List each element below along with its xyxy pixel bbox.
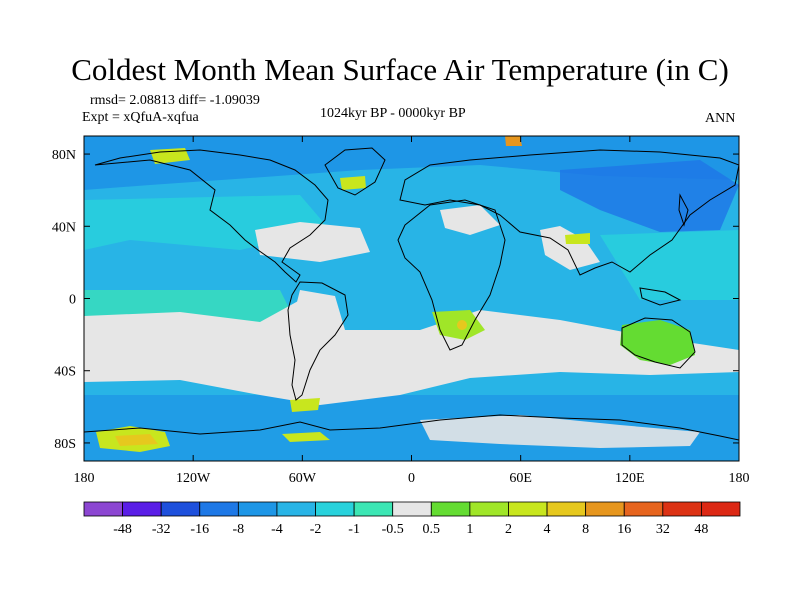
rmsd-diff-label: rmsd= 2.08813 diff= -1.09039 xyxy=(90,93,260,108)
colorbar-swatch xyxy=(508,501,548,517)
temperature-field xyxy=(84,136,739,461)
lon-axis: 180 120W 60W 0 60E 120E 180 xyxy=(74,136,750,486)
lat-tick-label: 0 xyxy=(69,293,76,308)
colorbar-swatch xyxy=(701,501,741,517)
colorbar: -48 -32 -16 -8 -4 -2 -1 -0.5 0.5 1 2 4 8 16 32 48 xyxy=(83,501,741,537)
coast-greenland xyxy=(324,147,386,196)
colorbar-swatch xyxy=(353,501,394,517)
field-arctic-hot xyxy=(505,136,522,146)
colorbar-swatch xyxy=(469,501,509,517)
map-title: Coldest Month Mean Surface Air Temperatu… xyxy=(71,52,729,87)
lat-tick-label: 40S xyxy=(54,365,76,380)
lat-tick-label: 80N xyxy=(52,148,76,163)
colorbar-swatch xyxy=(430,501,471,517)
colorbar-swatch xyxy=(585,501,625,517)
field-tibet-warm xyxy=(565,233,590,244)
lat-tick-label: 40N xyxy=(52,220,76,235)
colorbar-swatch xyxy=(623,501,664,517)
lon-tick-label: 180 xyxy=(74,471,95,486)
colorbar-label: 48 xyxy=(694,522,708,537)
colorbar-label: -4 xyxy=(271,522,283,537)
coast-antarctica xyxy=(84,414,739,441)
colorbar-swatch xyxy=(315,501,355,517)
season-label: ANN xyxy=(705,111,736,126)
colorbar-swatch xyxy=(160,501,201,517)
colorbar-swatch xyxy=(276,501,316,517)
lon-tick-label: 120E xyxy=(615,471,645,486)
field-australia-warm xyxy=(620,320,695,365)
field-southern-neutral xyxy=(84,300,739,405)
colorbar-label: -0.5 xyxy=(382,522,404,537)
colorbar-label: 4 xyxy=(544,522,551,537)
colorbar-label: 16 xyxy=(617,522,631,537)
coast-japan xyxy=(678,193,689,227)
colorbar-swatch xyxy=(662,501,702,517)
field-weddell-warm xyxy=(282,432,330,442)
lat-tick-label: 80S xyxy=(54,437,76,452)
colorbar-label: 32 xyxy=(656,522,670,537)
lon-tick-label: 60E xyxy=(509,471,532,486)
field-arctic-cool xyxy=(84,136,739,190)
colorbar-label: -8 xyxy=(233,522,245,537)
coast-eurasia xyxy=(399,149,739,276)
experiment-label: Expt = xQfuA-xqfua xyxy=(82,110,199,125)
field-wpacific-teal xyxy=(600,230,739,300)
field-safrica-hot xyxy=(457,320,467,330)
field-india-neutral xyxy=(540,226,600,270)
field-sahara-neutral xyxy=(440,205,500,235)
coast-south-america xyxy=(287,281,349,401)
lon-tick-label: 0 xyxy=(408,471,415,486)
colorbar-swatch xyxy=(392,501,432,517)
lon-tick-label: 180 xyxy=(729,471,750,486)
colorbar-swatch xyxy=(122,501,162,517)
colorbar-swatch xyxy=(199,501,239,517)
field-asia-cool xyxy=(560,160,739,232)
colorbar-label: 2 xyxy=(505,522,512,537)
field-greenland-warm xyxy=(340,176,366,190)
field-antarctic-neutral xyxy=(420,415,700,448)
field-gulf-neutral xyxy=(255,222,370,262)
field-samerica-neutral xyxy=(290,290,345,370)
colorbar-label: 1 xyxy=(466,522,473,537)
colorbar-swatch xyxy=(83,501,123,517)
colorbar-swatch xyxy=(237,501,278,517)
colorbar-swatch xyxy=(546,501,587,517)
colorbar-label: -48 xyxy=(113,522,132,537)
lon-tick-label: 60W xyxy=(289,471,317,486)
coast-north-america xyxy=(94,149,329,283)
colorbar-label: -2 xyxy=(310,522,322,537)
coast-indonesia xyxy=(639,287,682,306)
coastlines xyxy=(84,147,739,441)
colorbar-label: -1 xyxy=(348,522,360,537)
period-label: 1024kyr BP - 0000kyr BP xyxy=(320,106,466,121)
field-ross-hot xyxy=(115,434,158,446)
field-peninsula-warm xyxy=(290,398,320,412)
lon-tick-label: 120W xyxy=(176,471,211,486)
colorbar-label: -32 xyxy=(152,522,171,537)
colorbar-label: -16 xyxy=(190,522,209,537)
colorbar-label: 8 xyxy=(582,522,589,537)
coast-australia xyxy=(621,317,696,369)
colorbar-label: 0.5 xyxy=(423,522,441,537)
lat-axis: 80N 40N 0 40S 80S xyxy=(52,148,739,452)
